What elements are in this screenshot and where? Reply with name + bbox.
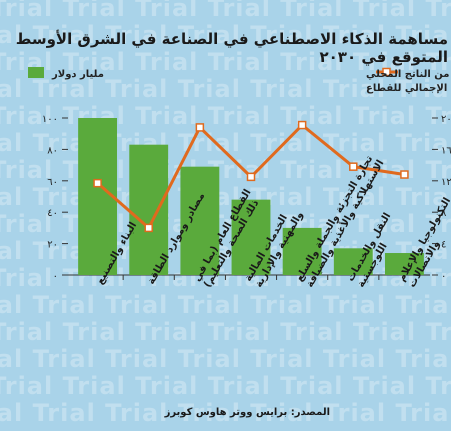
bar <box>231 199 271 275</box>
bar <box>78 118 118 275</box>
bars-layer <box>78 118 424 275</box>
bar <box>180 166 220 275</box>
line-layer <box>93 120 409 233</box>
left-axis-tick-label: ٠ <box>53 271 58 282</box>
legend-layer: مليار دولار ٪ من الناتج المحلي الإجمالي لل… <box>28 67 451 94</box>
right-axis-tick-label: ١٢ <box>441 177 451 188</box>
right-axis-tick-label: ٠ <box>441 271 446 282</box>
line-point <box>246 172 256 182</box>
line-point <box>93 178 102 188</box>
source-note: المصدر: برايس ووتر هاوس كوبرز <box>164 407 330 418</box>
line-point <box>195 123 205 132</box>
left-axis-tick-label: ٢٠ <box>47 240 58 251</box>
legend-line-marker <box>382 67 391 77</box>
bar <box>333 248 373 275</box>
bar <box>384 253 424 275</box>
left-axis-tick-label: ١٠٠ <box>42 114 58 125</box>
chart-title: مساهمة الذكاء الاصطناعي في الصناعة في ال… <box>15 30 448 66</box>
left-axis-tick-label: ٨٠ <box>47 145 58 156</box>
line-point <box>400 170 409 179</box>
legend-line-label: ٪ من الناتج المحلي الإجمالي للقطاع <box>366 69 451 94</box>
right-axis-tick-label: ٨ <box>441 208 447 219</box>
right-axis-tick-label: ٢٠ <box>441 114 451 125</box>
line-point <box>144 223 153 233</box>
left-axis-tick-label: ٦٠ <box>47 177 58 188</box>
bar <box>282 227 322 275</box>
right-axis-tick-label: ٤ <box>441 240 446 251</box>
legend-bar-swatch <box>28 67 44 78</box>
line-point <box>349 162 358 171</box>
left-axis-tick-label: ٤٠ <box>47 208 58 219</box>
right-axis-tick-label: ١٦ <box>441 145 451 156</box>
bar <box>129 144 169 275</box>
legend-bar-label: مليار دولار <box>51 69 104 80</box>
line-point <box>297 120 307 130</box>
